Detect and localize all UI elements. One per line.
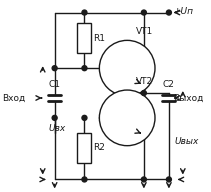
Text: Вход: Вход <box>2 94 25 103</box>
Circle shape <box>99 90 155 146</box>
Circle shape <box>82 10 87 15</box>
Text: R1: R1 <box>93 34 106 43</box>
Circle shape <box>82 115 87 120</box>
Bar <box>77 133 91 163</box>
Circle shape <box>166 10 171 15</box>
Text: C1: C1 <box>49 79 61 89</box>
Text: Выход: Выход <box>173 94 203 103</box>
Circle shape <box>166 177 171 182</box>
Circle shape <box>82 177 87 182</box>
Circle shape <box>99 40 155 96</box>
Text: +Uп: +Uп <box>173 7 193 16</box>
Circle shape <box>141 91 146 95</box>
Text: VT2: VT2 <box>135 77 153 86</box>
Circle shape <box>52 115 57 120</box>
Circle shape <box>52 66 57 71</box>
Bar <box>77 23 91 53</box>
Text: C2: C2 <box>163 79 175 89</box>
Circle shape <box>141 10 146 15</box>
Text: Uвых: Uвых <box>175 137 199 146</box>
Text: R2: R2 <box>93 143 105 152</box>
Text: Uвх: Uвх <box>49 124 66 133</box>
Circle shape <box>141 177 146 182</box>
Circle shape <box>82 66 87 71</box>
Text: VT1: VT1 <box>135 27 153 36</box>
